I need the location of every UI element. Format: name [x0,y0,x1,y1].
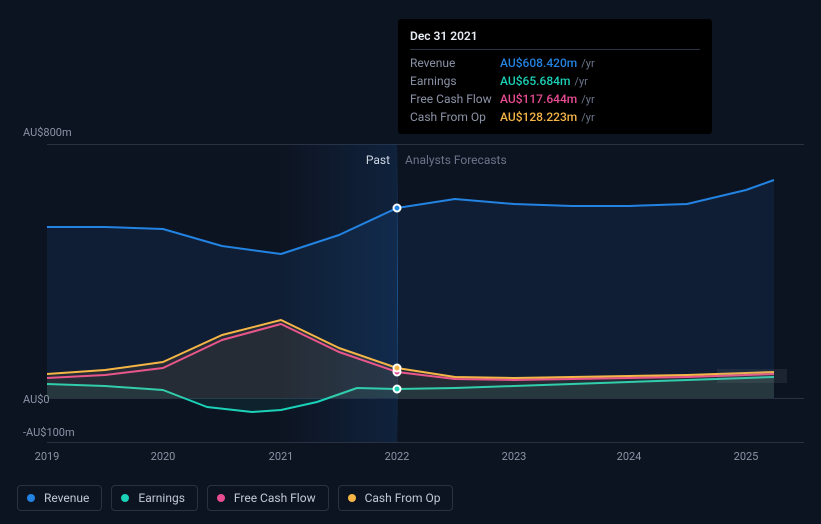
x-axis-label: 2024 [617,450,642,463]
x-axis-label: 2023 [502,450,527,463]
legend-label: Free Cash Flow [234,491,316,505]
legend-dot [121,494,129,502]
legend: Revenue Earnings Free Cash Flow Cash From O… [17,485,453,511]
legend-dot [217,494,225,502]
tooltip-row: Cash From OpAU$128.223m/yr [410,108,700,126]
tooltip-value: AU$117.644m [500,92,577,106]
tooltip-row: RevenueAU$608.420m/yr [410,54,700,72]
legend-item-revenue[interactable]: Revenue [17,485,102,511]
x-axis-label: 2022 [385,450,410,463]
tooltip-value: AU$128.223m [500,110,577,124]
tooltip-metric: Free Cash Flow [410,92,500,106]
tooltip: Dec 31 2021 RevenueAU$608.420m/yrEarning… [398,19,712,134]
tooltip-unit: /yr [581,111,594,124]
x-axis-label: 2025 [734,450,759,463]
legend-dot [348,494,356,502]
tooltip-unit: /yr [581,93,594,106]
legend-label: Cash From Op [365,491,441,505]
tooltip-metric: Earnings [410,74,500,88]
tooltip-row: EarningsAU$65.684m/yr [410,72,700,90]
legend-dot [27,494,35,502]
legend-item-earnings[interactable]: Earnings [111,485,198,511]
tooltip-unit: /yr [581,57,594,70]
gridline-bottom [47,442,804,443]
tooltip-date: Dec 31 2021 [410,29,700,50]
tooltip-value: AU$608.420m [500,56,577,70]
tooltip-metric: Cash From Op [410,110,500,124]
x-axis-label: 2019 [35,450,60,463]
tooltip-value: AU$65.684m [500,74,570,88]
y-axis-label: AU$0 [23,393,50,406]
plot-area[interactable] [47,130,804,442]
legend-item-cash-from-op[interactable]: Cash From Op [338,485,454,511]
forecast-band [717,369,787,383]
tooltip-unit: /yr [574,75,587,88]
marker-earnings [393,385,402,394]
marker-revenue [393,204,402,213]
legend-label: Earnings [138,491,185,505]
x-axis-label: 2021 [269,450,294,463]
x-axis-label: 2020 [151,450,176,463]
legend-item-free-cash-flow[interactable]: Free Cash Flow [207,485,329,511]
tooltip-row: Free Cash FlowAU$117.644m/yr [410,90,700,108]
financial-chart: AU$800mAU$0-AU$100m 20192020202120222023… [17,0,804,524]
marker-cash_from_op [393,364,402,373]
tooltip-metric: Revenue [410,56,500,70]
legend-label: Revenue [44,491,89,505]
